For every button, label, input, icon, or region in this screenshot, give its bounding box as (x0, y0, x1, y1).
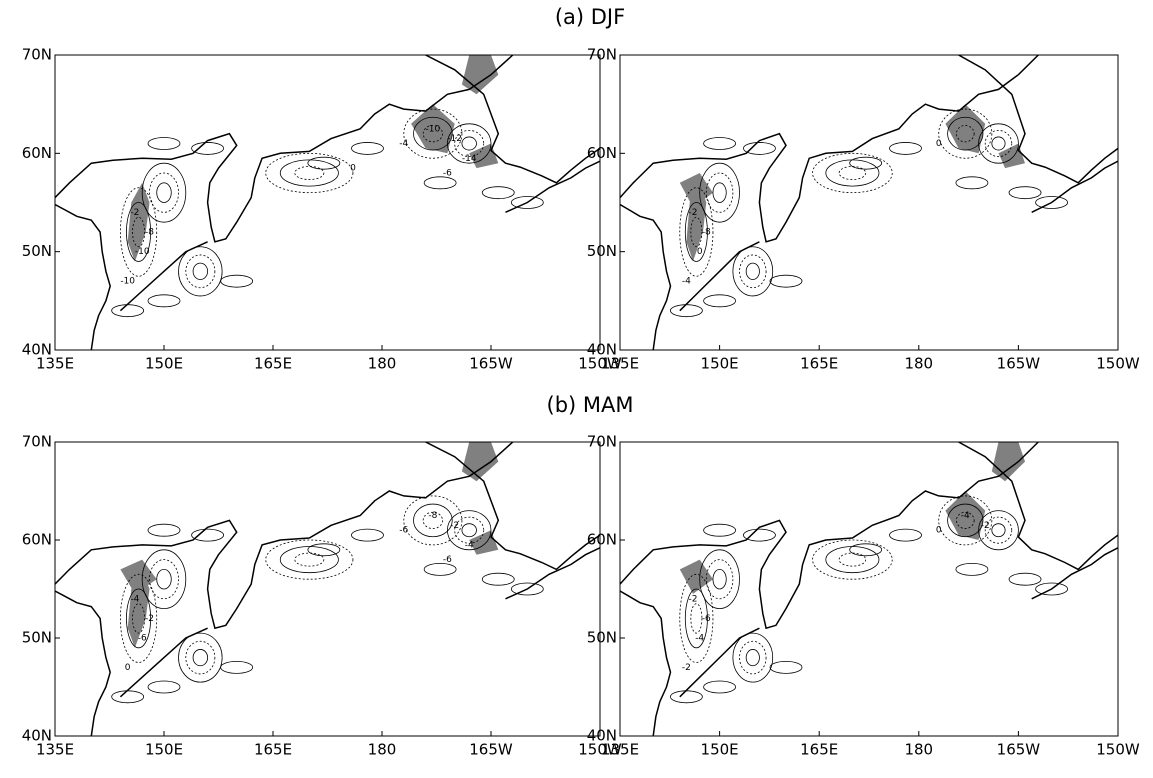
lon-tick-label: 135E (36, 355, 74, 373)
contour-label: -10 (426, 124, 441, 134)
lon-tick-label: 150E (701, 355, 739, 373)
lat-tick-label: 70N (587, 46, 617, 64)
lon-tick-label: 165E (254, 741, 292, 759)
lon-tick-label: 180 (368, 355, 397, 373)
panel-title: (a) DJF (555, 5, 625, 29)
contour-label: -12 (447, 134, 462, 144)
lat-tick-label: 70N (587, 433, 617, 451)
lon-tick-label: 135E (601, 355, 639, 373)
lon-tick-label: 150W (1096, 741, 1140, 759)
lon-tick-label: 165E (800, 355, 838, 373)
contour-label: 0 (936, 139, 942, 149)
lon-tick-label: 180 (904, 741, 933, 759)
contour-label: -2 (145, 614, 154, 624)
contour-label: -10 (135, 247, 150, 257)
contour-label: -8 (145, 228, 154, 238)
panel-title: (b) MAM (547, 393, 634, 417)
contour-label: -4 (130, 594, 139, 604)
contour-label: -8 (428, 511, 437, 521)
lon-tick-label: 150E (145, 355, 183, 373)
contour-label: -4 (399, 139, 408, 149)
contour-label: -6 (443, 169, 452, 179)
lon-tick-label: 135E (36, 741, 74, 759)
lon-tick-label: 180 (368, 741, 397, 759)
contour-label: -6 (443, 555, 452, 565)
lon-tick-label: 180 (904, 355, 933, 373)
lat-tick-label: 50N (22, 629, 52, 647)
lat-tick-label: 60N (22, 144, 52, 162)
lon-tick-label: 165E (800, 741, 838, 759)
lon-tick-label: 150E (701, 741, 739, 759)
lat-tick-label: 70N (22, 433, 52, 451)
contour-label: -6 (702, 614, 711, 624)
contour-label: -2 (689, 208, 698, 218)
lon-tick-label: 165E (254, 355, 292, 373)
contour-label: -4 (682, 277, 691, 287)
background (0, 0, 1153, 774)
lat-tick-label: 50N (587, 629, 617, 647)
contour-label: -2 (682, 663, 691, 673)
contour-label: -10 (120, 277, 135, 287)
contour-label: -14 (462, 154, 477, 164)
contour-label: -2 (450, 521, 459, 531)
lon-tick-label: 165W (997, 741, 1041, 759)
contour-label: -4 (961, 511, 970, 521)
lat-tick-label: 60N (587, 531, 617, 549)
contour-label: -6 (138, 634, 147, 644)
contour-label: 0 (697, 247, 703, 257)
lon-tick-label: 135E (601, 741, 639, 759)
lat-tick-label: 60N (22, 531, 52, 549)
lon-tick-label: 165W (469, 355, 513, 373)
lon-tick-label: 165W (997, 355, 1041, 373)
contour-label: -2 (130, 208, 139, 218)
lat-tick-label: 50N (587, 242, 617, 260)
lat-tick-label: 60N (587, 144, 617, 162)
contour-label: 0 (936, 526, 942, 536)
contour-label: -8 (702, 228, 711, 238)
contour-label: 0 (350, 164, 356, 174)
lon-tick-label: 150W (1096, 355, 1140, 373)
lon-tick-label: 165W (469, 741, 513, 759)
contour-label: -2 (981, 521, 990, 531)
lat-tick-label: 70N (22, 46, 52, 64)
lat-tick-label: 50N (22, 242, 52, 260)
contour-label: -6 (399, 526, 408, 536)
contour-label: -4 (695, 634, 704, 644)
contour-label: 0 (125, 663, 131, 673)
lon-tick-label: 150E (145, 741, 183, 759)
contour-label: -2 (689, 594, 698, 604)
figure: (a) DJF (b) MAM -2 -10 -8 -10 -4 -10 -12-14 -6 0… (0, 0, 1153, 774)
contour-label: -4 (465, 540, 474, 550)
